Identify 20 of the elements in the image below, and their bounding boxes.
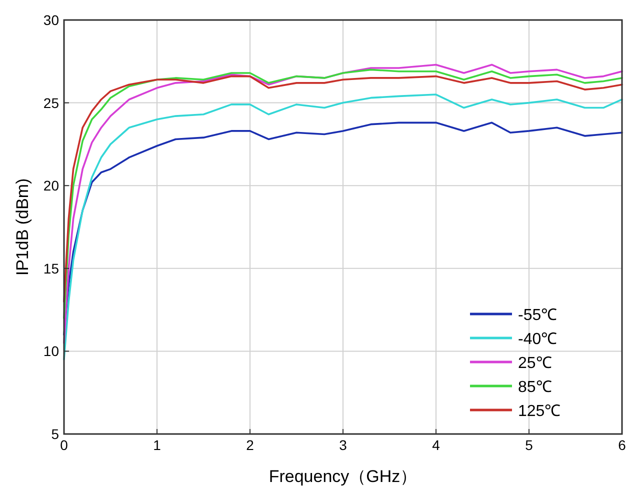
legend-label: 25℃	[518, 355, 552, 372]
legend-label: -40℃	[518, 331, 558, 348]
y-tick-label: 25	[43, 94, 60, 111]
x-tick-label: 0	[60, 437, 68, 453]
x-tick-label: 6	[618, 437, 626, 453]
x-tick-label: 4	[432, 437, 440, 453]
y-tick-label: 10	[43, 343, 60, 360]
x-tick-label: 3	[339, 437, 348, 453]
y-tick-label: 15	[43, 260, 60, 276]
legend-label: -55℃	[518, 307, 558, 324]
y-axis-title: IP1dB (dBm)	[13, 178, 32, 276]
x-axis-title: Frequency（GHz）	[268, 467, 418, 486]
y-tick-label: 20	[43, 178, 60, 194]
y-tick-label: 5	[51, 426, 60, 442]
x-tick-label: 5	[525, 437, 534, 453]
y-tick-label: 30	[43, 12, 60, 28]
x-tick-label: 1	[153, 437, 162, 453]
x-tick-label: 2	[246, 437, 254, 453]
legend-label: 125℃	[518, 403, 561, 420]
legend-label: 85℃	[518, 379, 552, 396]
